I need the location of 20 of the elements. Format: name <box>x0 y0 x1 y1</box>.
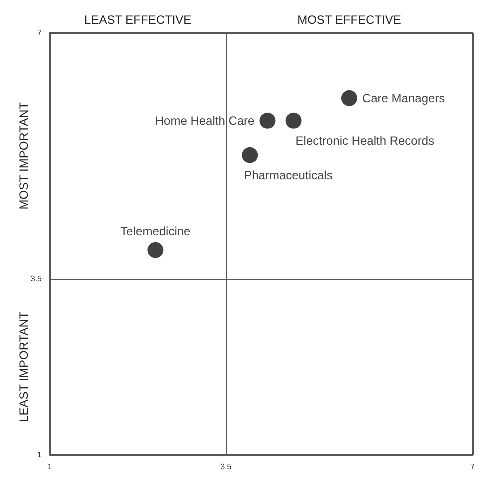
text: LEAST EFFECTIVE <box>84 13 192 27</box>
x-tick-label: 3.5 <box>220 462 232 472</box>
y-tick-label: 3.5 <box>30 274 43 284</box>
series-label: Care Managers <box>362 91 446 106</box>
y-tick-label: 1 <box>38 450 43 460</box>
x-tick-label: 1 <box>48 462 53 472</box>
point <box>260 112 276 129</box>
text: MOST EFFECTIVE <box>298 13 402 27</box>
point <box>341 90 358 106</box>
x-tick-label: 7 <box>470 462 476 472</box>
text: MOST IMPORTANT <box>17 102 31 210</box>
y-tick-label: 7 <box>38 28 43 38</box>
point <box>148 242 164 258</box>
point <box>242 147 258 164</box>
point <box>286 112 302 129</box>
series-label: Electronic Health Records <box>296 134 435 148</box>
text: LEAST IMPORTANT <box>17 311 31 422</box>
series-label: Telemedicine <box>120 224 192 238</box>
series-label: Home Health Care <box>155 114 256 128</box>
series-label: Pharmaceuticals <box>244 168 333 182</box>
